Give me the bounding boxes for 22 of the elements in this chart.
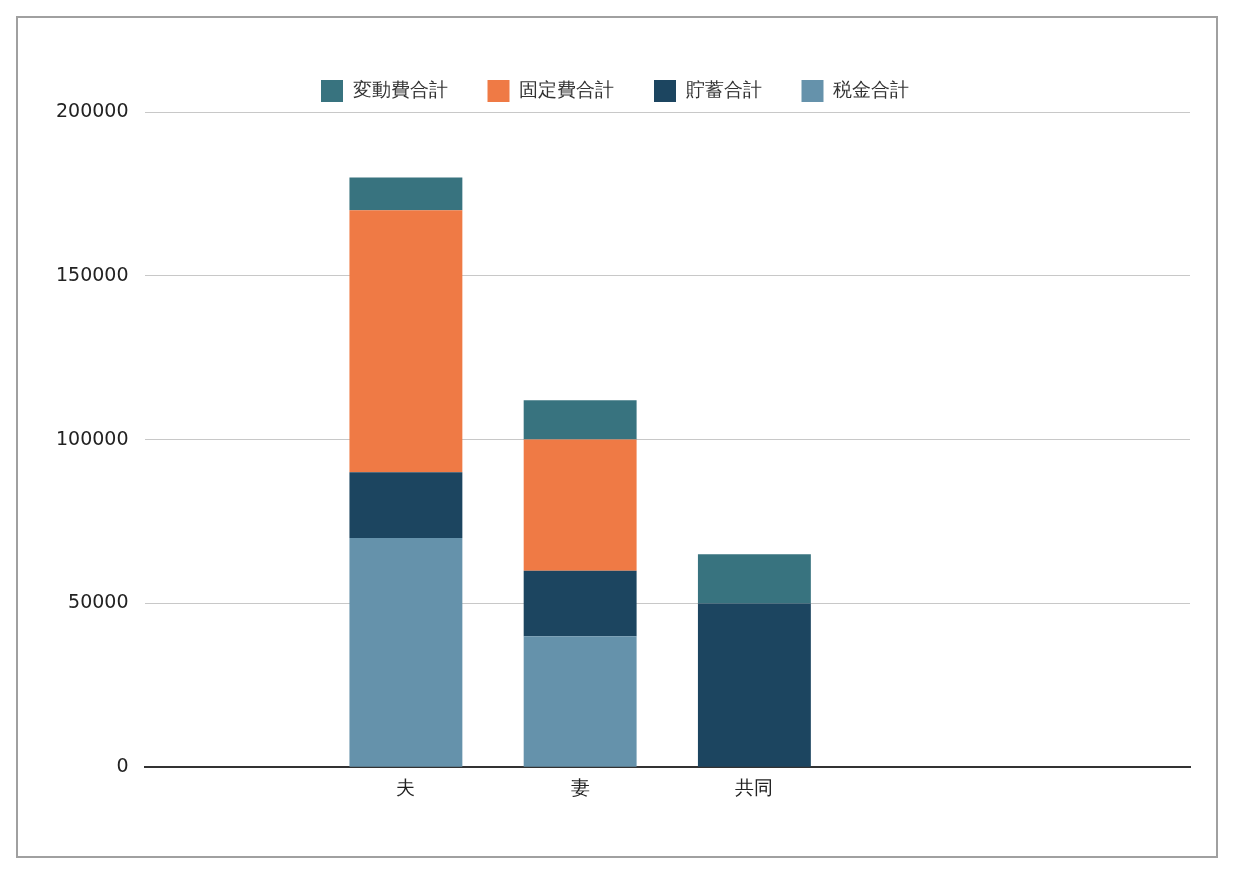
legend-label: 固定費合計 [519,77,614,100]
bar [697,554,811,604]
legend-label: 貯蓄合計 [685,77,762,100]
bar [523,400,637,440]
x-tick-label: 共同 [735,775,774,798]
bar [349,537,463,767]
legend-label: 変動費合計 [352,77,448,100]
bar [349,177,463,211]
bar [523,439,637,571]
bar [523,570,637,637]
x-tick-label: 妻 [570,775,590,798]
y-tick-label: 0 [116,754,129,777]
y-tick-label: 150000 [56,262,129,285]
bar [523,636,637,767]
y-tick-label: 100000 [56,426,129,449]
bar [697,603,811,767]
legend-label: 税金合計 [833,77,909,100]
x-tick-label: 夫 [396,775,416,798]
y-tick-label: 200000 [56,98,129,121]
bar [349,210,463,473]
y-tick-label: 50000 [68,590,129,613]
bar [349,472,463,538]
